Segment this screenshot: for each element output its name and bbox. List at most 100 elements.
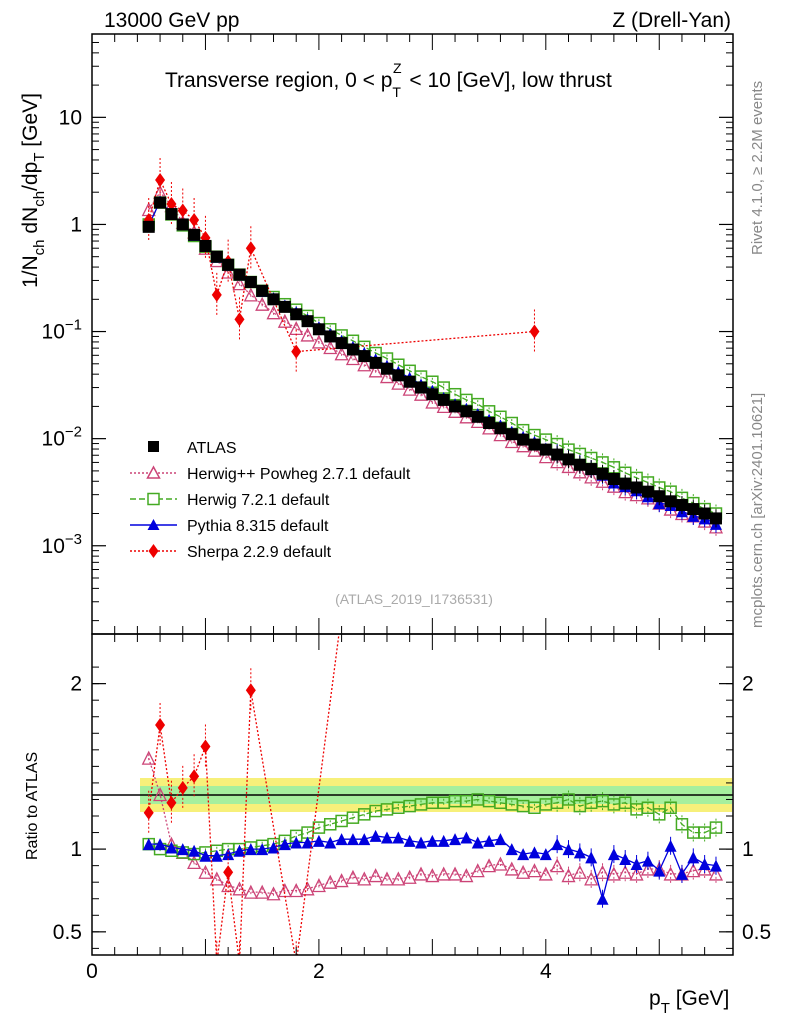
main-point-atlas [335, 337, 348, 350]
ratio-point-herwig-powheg-2-7-1-default [198, 864, 213, 879]
main-point-atlas [222, 258, 235, 271]
ratio-point-pythia-8-315-default [687, 851, 700, 864]
main-point-atlas [256, 284, 269, 297]
main-point-atlas [176, 218, 189, 231]
x-tick-label: 0 [86, 960, 98, 983]
rivet-version-label: Rivet 4.1.0, ≥ 2.2M events [749, 81, 766, 255]
ratio-point-herwig-powheg-2-7-1-default [323, 874, 338, 889]
ratio-point-pythia-8-315-default [346, 833, 359, 846]
main-point-herwig-powheg-2-7-1-default [311, 334, 326, 349]
main-point-atlas [551, 448, 564, 461]
ratio-y-tick-label-right: 2 [742, 673, 754, 696]
main-point-atlas [483, 417, 496, 430]
ratio-point-herwig-powheg-2-7-1-default [572, 864, 587, 879]
ratio-point-herwig-7-2-1-default [641, 801, 655, 814]
main-point-atlas [471, 410, 484, 423]
main-point-sherpa-2-2-9-default [155, 173, 166, 188]
ratio-point-herwig-7-2-1-default [675, 818, 689, 831]
ratio-uncertainty-bands [92, 778, 733, 812]
legend-entry-herwig7: Herwig 7.2.1 default [130, 492, 330, 509]
main-point-herwig-powheg-2-7-1-default [232, 276, 247, 291]
main-point-atlas [199, 239, 212, 252]
main-series-atlas [142, 196, 722, 528]
main-point-herwig-powheg-2-7-1-default [425, 394, 440, 409]
main-point-atlas [698, 507, 711, 520]
ratio-point-herwig-powheg-2-7-1-default [391, 871, 406, 886]
ratio-point-pythia-8-315-default [256, 843, 269, 856]
ratio-point-pythia-8-315-default [539, 848, 552, 861]
main-point-atlas [460, 405, 473, 418]
ratio-point-pythia-8-315-default [392, 831, 405, 844]
ratio-point-herwig-powheg-2-7-1-default [595, 864, 610, 879]
main-point-herwig-powheg-2-7-1-default [402, 381, 417, 396]
ratio-y-axis-label: Ratio to ATLAS [24, 752, 41, 860]
main-y-tick-label: 10−2 [42, 424, 82, 451]
ratio-point-herwig-powheg-2-7-1-default [640, 861, 655, 876]
ratio-point-herwig-powheg-2-7-1-default [708, 866, 724, 881]
ratio-point-pythia-8-315-default [199, 849, 212, 862]
ratio-point-pythia-8-315-default [335, 833, 348, 846]
ratio-panel-data [141, 634, 724, 955]
ratio-point-pythia-8-315-default [653, 864, 666, 877]
legend-marker-herwigpp [146, 465, 161, 479]
ratio-point-pythia-8-315-default [664, 839, 677, 852]
main-point-atlas [369, 356, 382, 369]
ratio-point-sherpa-2-2-9-default [143, 805, 154, 820]
ratio-point-pythia-8-315-default [698, 857, 711, 870]
ratio-point-pythia-8-315-default [142, 838, 155, 851]
ratio-point-sherpa-2-2-9-default [223, 865, 234, 880]
ratio-point-herwig-powheg-2-7-1-default [516, 864, 531, 879]
main-point-atlas [233, 268, 246, 281]
ratio-point-herwig-powheg-2-7-1-default [255, 884, 270, 899]
legend-marker-sherpa [148, 544, 159, 558]
ratio-point-herwig-powheg-2-7-1-default [368, 868, 383, 883]
main-point-herwig-powheg-2-7-1-default [561, 459, 576, 474]
ratio-point-herwig-powheg-2-7-1-default [550, 858, 565, 873]
legend-label-pythia: Pythia 8.315 default [187, 518, 329, 535]
main-point-herwig-powheg-2-7-1-default [595, 473, 610, 488]
ratio-point-pythia-8-315-default [312, 834, 325, 847]
ratio-point-herwig-powheg-2-7-1-default [187, 854, 202, 869]
main-point-sherpa-2-2-9-default [234, 312, 245, 327]
ratio-point-herwig-7-2-1-default [709, 821, 723, 834]
ratio-series-herwig-powheg-2-7-1-default [141, 750, 724, 901]
ratio-point-herwig-7-2-1-default [618, 796, 632, 810]
main-point-herwig-powheg-2-7-1-default [391, 375, 406, 390]
legend-marker-atlas [148, 441, 159, 452]
ratio-point-pythia-8-315-default [505, 843, 518, 856]
main-point-herwig-powheg-2-7-1-default [379, 369, 395, 384]
ratio-point-pythia-8-315-default [619, 853, 632, 866]
main-point-herwig-powheg-2-7-1-default [345, 351, 360, 366]
main-point-atlas [210, 250, 223, 263]
ratio-point-pythia-8-315-default [551, 838, 564, 851]
ratio-point-pythia-8-315-default [403, 834, 416, 847]
ratio-point-herwig-powheg-2-7-1-default [561, 868, 576, 883]
ratio-point-pythia-8-315-default [358, 833, 371, 846]
main-point-herwig-powheg-2-7-1-default [504, 434, 519, 449]
ratio-point-pythia-8-315-default [517, 848, 530, 861]
legend: ATLAS Herwig++ Powheg 2.7.1 default Herw… [130, 440, 411, 561]
ratio-point-pythia-8-315-default [267, 841, 280, 854]
ratio-point-pythia-8-315-default [596, 892, 609, 905]
main-point-atlas [687, 503, 700, 516]
main-point-atlas [312, 323, 325, 336]
ratio-point-herwig-powheg-2-7-1-default [334, 873, 349, 888]
ratio-point-herwig-powheg-2-7-1-default [209, 871, 224, 886]
ratio-point-pythia-8-315-default [607, 848, 620, 861]
main-point-atlas [244, 276, 257, 289]
ratio-point-pythia-8-315-default [290, 836, 303, 849]
ratio-point-herwig-powheg-2-7-1-default [504, 861, 519, 876]
main-point-atlas [392, 369, 405, 382]
main-point-herwig-powheg-2-7-1-default [334, 346, 349, 361]
ratio-point-pythia-8-315-default [528, 846, 541, 859]
ratio-point-sherpa-2-2-9-default [200, 739, 211, 754]
main-point-herwig-powheg-2-7-1-default [368, 363, 383, 378]
ratio-panel-frame [91, 633, 734, 956]
main-point-atlas [449, 400, 462, 413]
axis-ticks: 10 1 10−1 10−2 10−3 0.5 0.5 1 1 2 2 0 2 4 [42, 33, 771, 983]
ratio-point-pythia-8-315-default [233, 844, 246, 857]
main-panel-data [141, 158, 724, 536]
ratio-point-herwig-powheg-2-7-1-default [311, 878, 326, 893]
ratio-point-pythia-8-315-default [154, 838, 167, 851]
ratio-point-herwig-powheg-2-7-1-default [447, 866, 463, 881]
